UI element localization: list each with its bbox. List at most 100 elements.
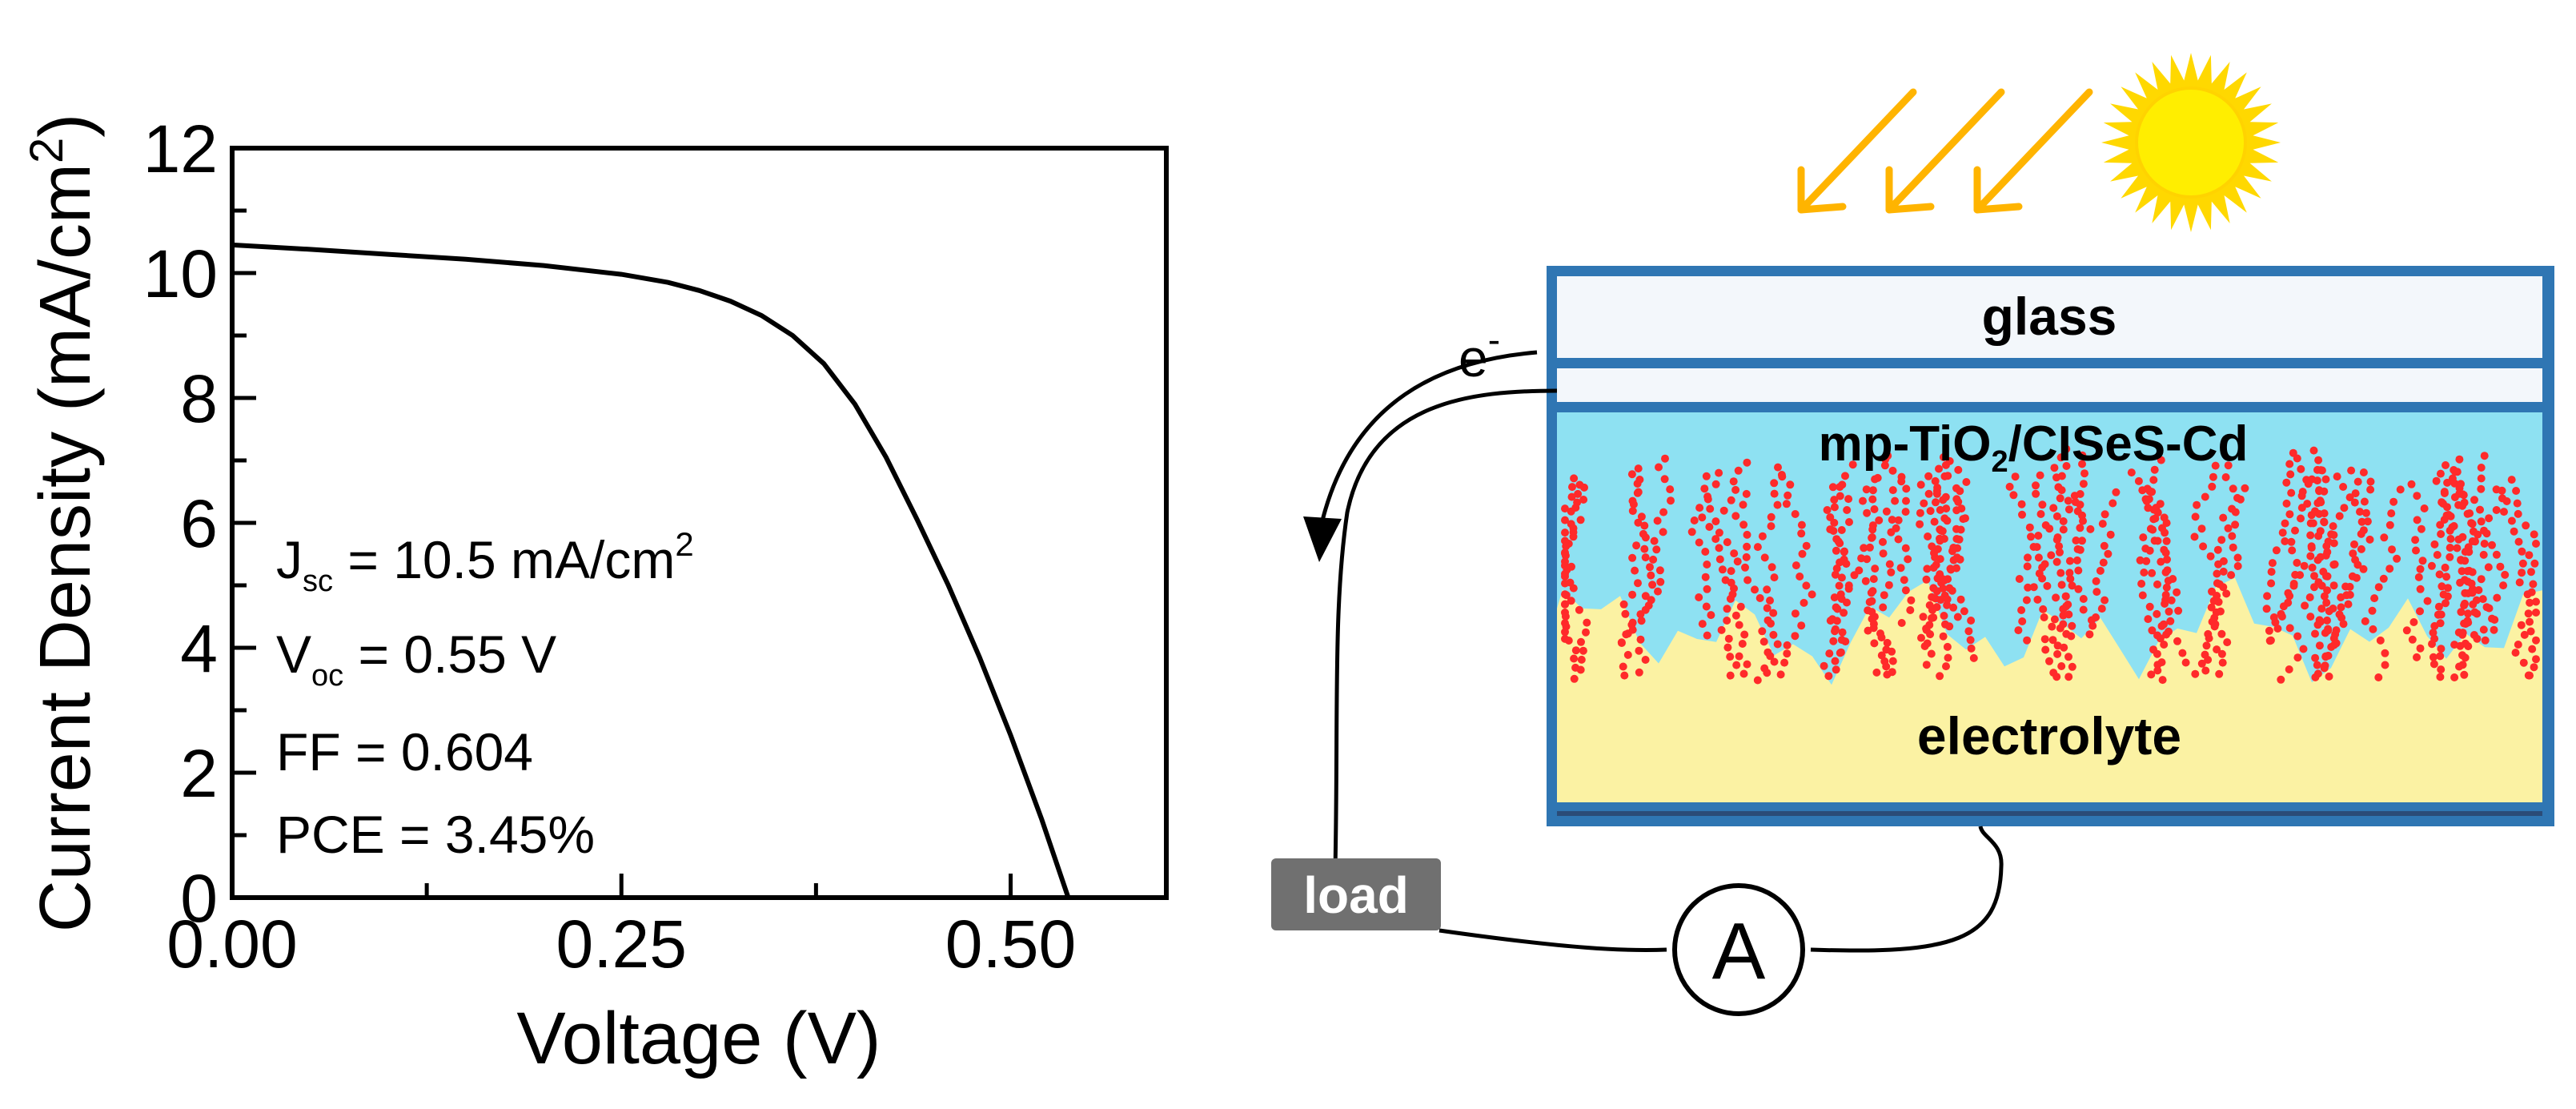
quantum-dot [2018,617,2027,625]
quantum-dot [1955,535,1964,544]
quantum-dot [1666,485,1675,494]
quantum-dot [2263,592,2272,601]
quantum-dot [1634,518,1643,527]
quantum-dot [2446,544,2454,552]
quantum-dot [2412,546,2420,555]
quantum-dot [2313,465,2321,474]
quantum-dot [2053,641,2062,650]
x-axis-label: Voltage (V) [516,998,881,1079]
pce-annotation: PCE = 3.45% [276,805,595,864]
quantum-dot [1868,495,1877,504]
quantum-dot [1783,641,1792,649]
quantum-dot [2513,499,2522,508]
quantum-dot [2201,492,2209,501]
quantum-dot [1649,555,1658,564]
quantum-dot [2370,594,2379,603]
quantum-dot [1936,526,1945,535]
quantum-dot [2436,673,2445,681]
quantum-dot [2362,508,2370,517]
quantum-dot [2329,581,2338,590]
quantum-dot [1726,653,1735,661]
quantum-dot [2101,596,2109,605]
light-arrows [1797,88,2093,214]
quantum-dot [2416,585,2425,593]
quantum-dot [2145,487,2154,496]
jv-chart: 0.00 0.25 0.50 0 2 4 6 8 10 12 Voltage (V) Curre… [21,111,1169,1079]
quantum-dot [1830,518,1839,527]
quantum-dot [1711,535,1720,544]
quantum-dot [1907,596,1916,605]
quantum-dot [1933,574,1942,583]
quantum-dot [2416,565,2425,573]
quantum-dot [2411,536,2420,544]
quantum-dot [1736,602,1745,611]
ff-annotation: FF = 0.604 [276,722,533,782]
quantum-dot [1698,620,1707,629]
quantum-dot [2056,494,2064,503]
quantum-dot [2477,484,2486,493]
quantum-dot [1742,489,1751,498]
quantum-dot [2345,582,2354,591]
quantum-dot [2023,562,2032,571]
quantum-dot [2350,498,2359,507]
quantum-dot [1577,655,1586,664]
quantum-dot [1832,565,1841,573]
quantum-dot [2528,645,2537,653]
quantum-dot [2197,659,2206,668]
quantum-dot [1576,516,1585,524]
quantum-dot [2480,452,2489,460]
x-axis-ticks: 0.00 0.25 0.50 [167,874,1076,982]
quantum-dot [2293,653,2302,662]
quantum-dot [2402,626,2411,635]
quantum-dot [1916,520,1924,528]
quantum-dot [1961,514,1969,523]
quantum-dot [1940,534,1948,543]
quantum-dot [1571,504,1580,512]
quantum-dot [2474,530,2482,539]
quantum-dot [1946,565,1955,573]
quantum-dot [2036,510,2045,518]
quantum-dot [2465,548,2474,557]
quantum-dot [1823,506,1832,514]
quantum-dot [1767,619,1775,628]
quantum-dot [2262,605,2271,613]
quantum-dot [2206,552,2215,561]
quantum-dot [2065,557,2074,565]
quantum-dot [1766,652,1775,661]
quantum-dot [1826,525,1835,534]
quantum-dot [1763,604,1772,613]
quantum-dot [2332,626,2341,635]
quantum-dot [1956,525,1965,534]
quantum-dot [2492,506,2501,514]
quantum-dot [1634,579,1642,588]
quantum-dot [2148,569,2157,577]
quantum-dot [1561,628,1569,637]
quantum-dot [1797,621,1806,630]
quantum-dot [2481,636,2490,645]
quantum-dot [1841,637,1850,646]
quantum-dot [2208,587,2216,596]
quantum-dot [1888,516,1896,524]
ammeter-label: A [1712,906,1766,996]
quantum-dot [2072,536,2080,544]
quantum-dot [1900,576,1908,585]
quantum-dot [1956,487,1964,496]
quantum-dot [2076,545,2084,554]
quantum-dot [2315,509,2324,518]
quantum-dot [2423,597,2432,605]
quantum-dot [2197,524,2206,533]
quantum-dot [1880,657,1889,665]
quantum-dot [1868,533,1876,541]
quantum-dot [2285,510,2294,519]
quantum-dot [1711,480,1720,488]
quantum-dot [1894,535,1903,544]
quantum-dot [1901,508,1910,516]
quantum-dot [2149,476,2158,484]
quantum-dot [2217,649,2226,658]
quantum-dot [2532,540,2540,548]
quantum-dot [1755,594,1764,602]
quantum-dot [1619,662,1627,671]
quantum-dot [1871,475,1880,484]
quantum-dot [2361,617,2369,625]
quantum-dot [2157,456,2165,464]
